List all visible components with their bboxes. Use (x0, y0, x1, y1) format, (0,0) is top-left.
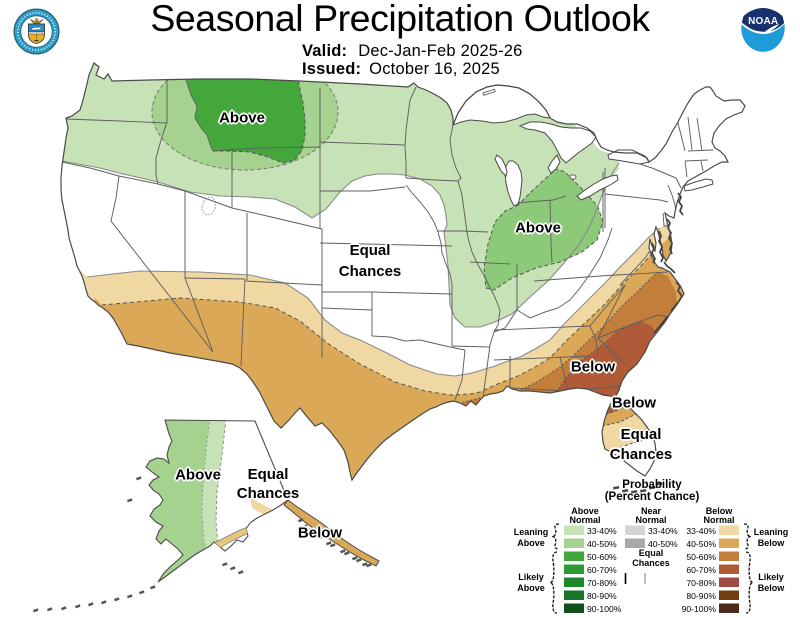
svg-text:60-70%: 60-70% (686, 565, 716, 575)
svg-text:80-90%: 80-90% (686, 591, 716, 601)
svg-text:80-90%: 80-90% (587, 591, 617, 601)
svg-text:40-50%: 40-50% (587, 539, 617, 549)
svg-text:50-60%: 50-60% (686, 552, 716, 562)
svg-text:90-100%: 90-100% (587, 604, 622, 614)
svg-text:33-40%: 33-40% (648, 526, 678, 536)
svg-text:70-80%: 70-80% (686, 578, 716, 588)
svg-text:40-50%: 40-50% (686, 539, 716, 549)
svg-text:50-60%: 50-60% (587, 552, 617, 562)
svg-text:60-70%: 60-70% (587, 565, 617, 575)
svg-text:90-100%: 90-100% (682, 604, 717, 614)
svg-text:NOAA: NOAA (748, 16, 778, 27)
svg-text:70-80%: 70-80% (587, 578, 617, 588)
svg-text:33-40%: 33-40% (587, 526, 617, 536)
svg-text:40-50%: 40-50% (648, 539, 678, 549)
svg-text:33-40%: 33-40% (686, 526, 716, 536)
